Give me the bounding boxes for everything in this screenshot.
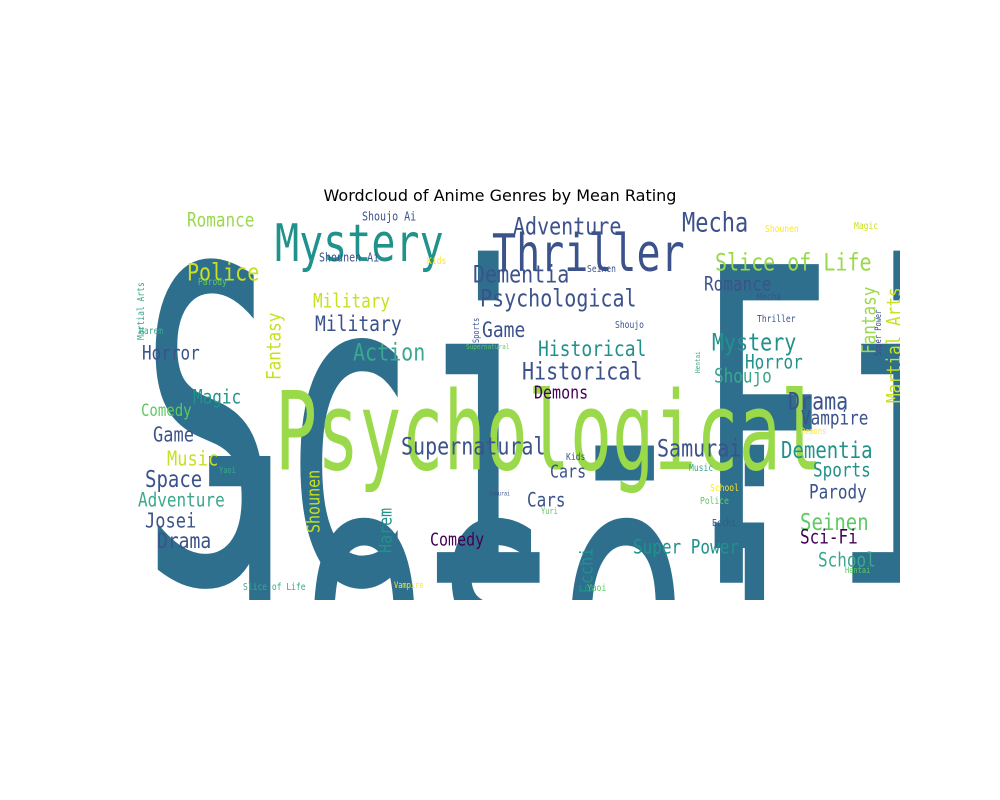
word-hentai: Hentai bbox=[693, 351, 703, 373]
word-samurai: Samurai bbox=[657, 433, 742, 463]
word-adventure: Adventure bbox=[138, 488, 225, 512]
word-josei: Josei bbox=[145, 509, 197, 534]
word-thriller: Thriller bbox=[757, 313, 796, 325]
word-romance: Romance bbox=[704, 272, 772, 296]
word-mecha: Mecha bbox=[682, 208, 749, 239]
word-parody: Parody bbox=[198, 276, 227, 288]
word-vampire: Vampire bbox=[801, 406, 869, 430]
word-fantasy: Fantasy bbox=[262, 312, 286, 380]
word-comedy: Comedy bbox=[430, 528, 485, 551]
word-shoujo: Shoujo bbox=[714, 364, 772, 388]
word-yuri: Yuri bbox=[541, 506, 558, 517]
word-slice-of-life: Slice of Life bbox=[243, 581, 306, 593]
word-hentai: Hentai bbox=[845, 565, 871, 576]
word-dementia: Dementia bbox=[781, 437, 873, 464]
word-mystery: Mystery bbox=[712, 327, 797, 357]
word-shounen: Shounen bbox=[765, 223, 799, 235]
word-horror: Horror bbox=[142, 341, 200, 365]
word-music: Music bbox=[167, 447, 219, 472]
word-school: School bbox=[710, 482, 739, 494]
word-police: Police bbox=[187, 257, 260, 287]
word-kids: Kids bbox=[566, 451, 586, 463]
word-action: Action bbox=[353, 337, 426, 367]
word-supernatural: Supernatural bbox=[401, 431, 546, 461]
word-shounen: Shounen bbox=[302, 469, 325, 533]
chart-title: Wordcloud of Anime Genres by Mean Rating bbox=[323, 186, 677, 205]
word-demons: Demons bbox=[801, 426, 827, 437]
word-game: Game bbox=[153, 423, 194, 448]
word-harem: Harem bbox=[139, 325, 164, 337]
word-sci-fi: Sci-Fi bbox=[140, 208, 900, 600]
word-kids: Kids bbox=[427, 255, 447, 267]
word-vampire: Vampire bbox=[394, 580, 424, 591]
word-sports: Sports bbox=[813, 458, 871, 482]
word-game: Game bbox=[482, 317, 526, 343]
word-historical: Historical bbox=[538, 336, 647, 362]
word-mystery: Mystery bbox=[275, 214, 444, 274]
word-martial-arts: Martial Arts bbox=[882, 287, 900, 403]
word-magic: Magic bbox=[854, 220, 879, 232]
word-cars: Cars bbox=[527, 488, 566, 512]
word-romance: Romance bbox=[187, 208, 255, 232]
word-ecchi: Ecchi bbox=[712, 517, 737, 529]
word-josei: Josei bbox=[170, 382, 818, 600]
word-demons: Demons bbox=[534, 381, 589, 404]
word-parody: Parody bbox=[809, 480, 867, 504]
word-yaoi: Yaoi bbox=[587, 582, 607, 594]
word-space: Space bbox=[145, 466, 203, 493]
word-thriller: Thriller bbox=[492, 224, 685, 284]
word-sports: Sports bbox=[471, 317, 482, 343]
word-shoujo-ai: Shoujo Ai bbox=[362, 210, 417, 224]
word-mecha: Mecha bbox=[757, 291, 782, 303]
word-comedy: Comedy bbox=[141, 401, 192, 421]
word-sci-fi: Sci-Fi bbox=[800, 525, 858, 549]
word-dementia: Dementia bbox=[473, 259, 570, 289]
word-music: Music bbox=[689, 462, 714, 474]
word-super-power: Super Power bbox=[633, 535, 739, 559]
word-harem: Harem bbox=[374, 507, 397, 553]
word-yaoi: Yaoi bbox=[219, 465, 236, 476]
word-adventure: Adventure bbox=[513, 211, 622, 241]
word-seinen: Seinen bbox=[587, 263, 616, 275]
word-samurai: Samurai bbox=[489, 490, 511, 498]
word-shoujo: Shoujo bbox=[615, 319, 644, 331]
word-slice-of-life: Slice of Life bbox=[715, 247, 872, 277]
word-super-power: Super Power bbox=[873, 309, 884, 356]
word-school: School bbox=[818, 548, 876, 572]
word-military: Military bbox=[315, 311, 402, 337]
word-horror: Horror bbox=[745, 350, 803, 374]
word-supernatural: Supernatural bbox=[466, 342, 510, 352]
wordcloud-canvas: Sci-Fi Josei Psychological Mystery Thriller M… bbox=[125, 208, 900, 600]
word-magic: Magic bbox=[193, 385, 242, 409]
word-cars: Cars bbox=[550, 460, 587, 483]
word-historical: Historical bbox=[522, 356, 643, 386]
word-police: Police bbox=[700, 495, 729, 507]
word-drama: Drama bbox=[788, 386, 849, 416]
word-psychological: Psychological bbox=[275, 368, 823, 496]
word-military: Military bbox=[313, 289, 391, 313]
word-drama: Drama bbox=[157, 528, 212, 554]
word-seinen: Seinen bbox=[800, 509, 869, 536]
word-shounen-ai: Shounen Ai bbox=[319, 251, 380, 265]
word-psychological: Psychological bbox=[480, 283, 637, 313]
